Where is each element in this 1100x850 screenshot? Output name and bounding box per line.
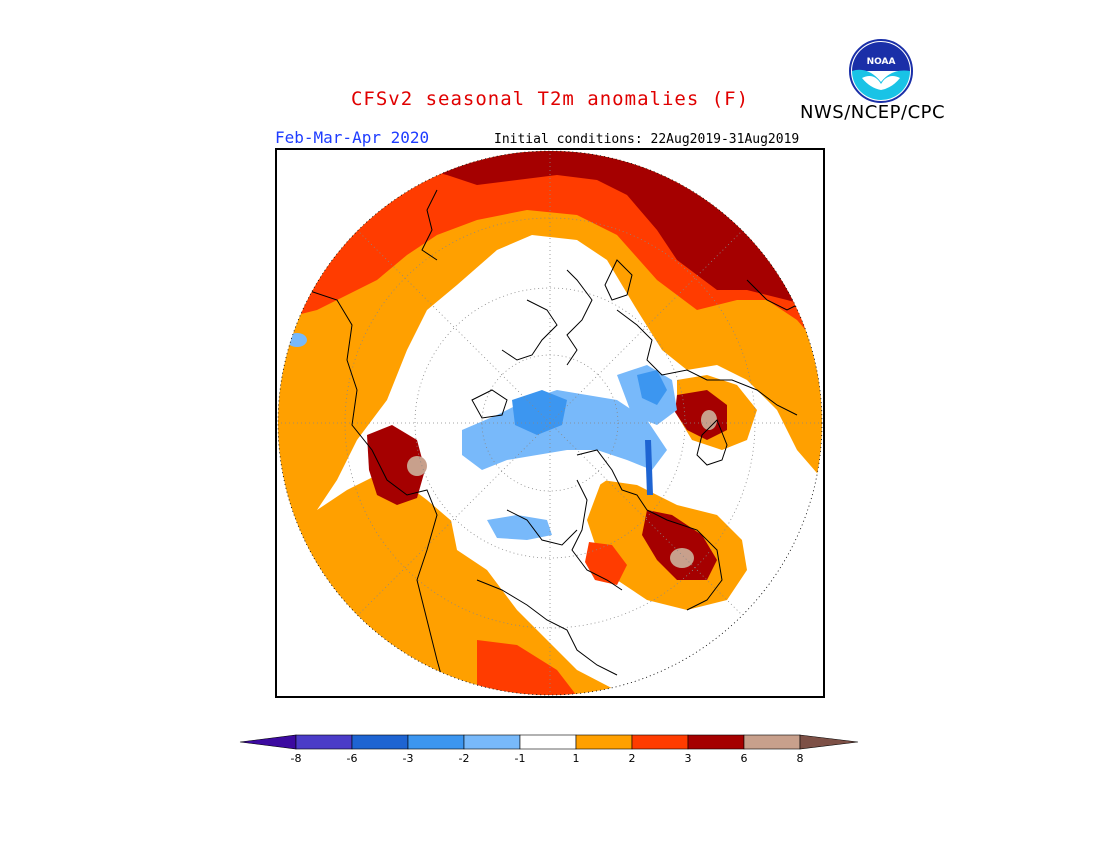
legend-tick-label: -3 [402,752,414,765]
anomaly-region-neg1to2 [287,333,307,347]
legend-tick-label: -8 [290,752,302,765]
anomaly-region-neg2to3 [637,370,667,405]
legend-tick-label: 2 [628,752,636,765]
legend-swatch [351,734,409,750]
initial-conditions: Initial conditions: 22Aug2019-31Aug2019 [494,132,800,147]
legend-swatch [407,734,465,750]
agency-label: NWS/NCEP/CPC [800,102,946,123]
map-svg [277,150,823,696]
legend-arrow-low [239,734,297,750]
legend-swatch [519,734,577,750]
latitude-circle [414,287,686,559]
meridian-lines [278,151,822,695]
legend-tick-label: -6 [346,752,358,765]
anomaly-map [275,148,825,698]
anomaly-region-neg3to6 [645,440,653,495]
legend-tick-label: 6 [740,752,748,765]
chart-title: CFSv2 seasonal T2m anomalies (F) [350,88,750,110]
coastlines [306,189,808,695]
map-disk-edge [277,150,823,696]
anomaly-region-6to8 [670,548,694,568]
forecast-period: Feb-Mar-Apr 2020 [275,128,430,147]
anomaly-region-6to8 [407,456,427,476]
anomaly-region-2to3 [477,640,577,695]
legend-tick-label: 1 [572,752,580,765]
noaa-logo: NOAA [849,39,913,103]
anomaly-region-3to6 [367,425,425,505]
legend-tick-label: 3 [684,752,692,765]
anomaly-region-neg1to2 [487,515,552,540]
legend-tick-label: -1 [514,752,526,765]
legend-swatch [295,734,353,750]
legend-swatch [575,734,633,750]
legend-swatch [687,734,745,750]
legend-tick-label: -2 [458,752,470,765]
legend-tick-label: 8 [796,752,804,765]
legend-swatch [631,734,689,750]
anomaly-region-neg2to3 [512,390,567,435]
anomaly-region-3to6 [642,510,717,580]
color-legend [239,734,859,750]
anomaly-region-6to8 [701,410,717,430]
legend-swatch [743,734,801,750]
legend-arrow-high [799,734,859,750]
legend-swatch [463,734,521,750]
noaa-logo-text: NOAA [867,57,896,67]
